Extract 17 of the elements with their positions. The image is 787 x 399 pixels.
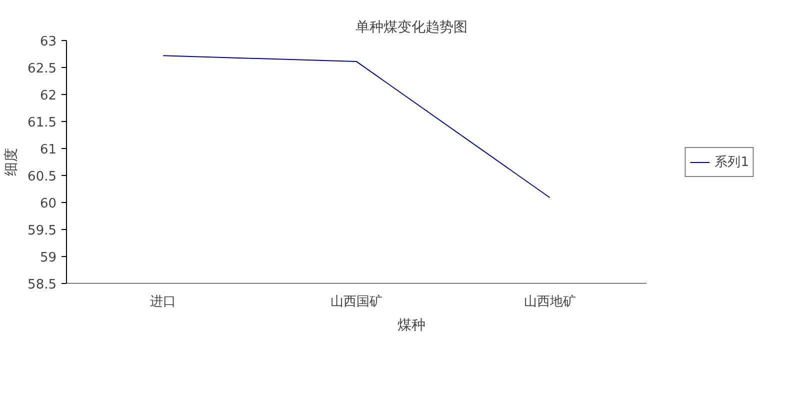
x-axis-title: 煤种 — [398, 318, 426, 334]
chart-title: 单种煤变化趋势图 — [356, 20, 468, 36]
y-tick-label: 62 — [40, 88, 57, 104]
y-tick-label: 62.5 — [28, 62, 57, 76]
x-tick-label: 进口 — [150, 294, 176, 310]
y-tick-label: 58.5 — [28, 278, 57, 292]
y-tick-label: 61 — [40, 142, 57, 158]
legend-label: 系列1 — [714, 154, 749, 170]
y-tick-label: 59 — [40, 250, 57, 266]
y-tick-label: 61.5 — [28, 116, 57, 130]
y-tick-label: 60.5 — [28, 170, 57, 184]
y-tick-label: 60 — [40, 196, 57, 212]
y-axis-title: 细度 — [4, 148, 20, 176]
x-tick-label: 山西地矿 — [524, 294, 576, 310]
y-tick-label: 63 — [40, 34, 57, 50]
x-tick-label: 山西国矿 — [330, 294, 382, 310]
y-tick-label: 59.5 — [28, 224, 57, 238]
